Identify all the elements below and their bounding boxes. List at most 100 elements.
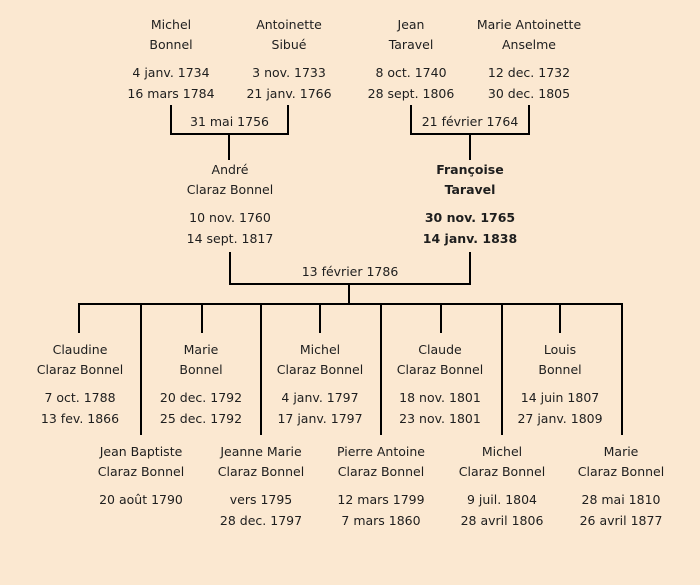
- person-surname: Claraz Bonnel: [217, 464, 305, 479]
- marriage-date: 21 février 1764: [421, 114, 519, 129]
- death-date: 28 dec. 1797: [219, 513, 303, 528]
- connector-line: [78, 305, 80, 333]
- person-michel-bonnel: Michel Bonnel 4 janv. 1734 16 mars 1784: [101, 15, 241, 104]
- person-name: Jean Baptiste: [99, 444, 183, 459]
- person-name: Françoise: [436, 162, 504, 177]
- birth-date: 4 janv. 1734: [132, 65, 210, 80]
- person-jean-taravel: Jean Taravel 8 oct. 1740 28 sept. 1806: [341, 15, 481, 104]
- death-date: 28 avril 1806: [460, 513, 544, 528]
- connector-line: [348, 285, 350, 305]
- connector-line: [287, 105, 289, 135]
- person-jeanne-marie-claraz-bonnel: Jeanne Marie Claraz Bonnel vers 1795 28 …: [196, 442, 326, 531]
- person-name: Antoinette: [256, 17, 322, 32]
- person-name: Louis: [543, 342, 577, 357]
- person-name: Jeanne Marie: [220, 444, 302, 459]
- death-date: 14 sept. 1817: [186, 231, 274, 246]
- person-michel-claraz-bonnel-2: Michel Claraz Bonnel 9 juil. 1804 28 avr…: [437, 442, 567, 531]
- person-surname: Claraz Bonnel: [186, 182, 274, 197]
- connector-line: [410, 105, 412, 135]
- birth-date: 4 janv. 1797: [281, 390, 359, 405]
- person-surname: Claraz Bonnel: [276, 362, 364, 377]
- person-jean-baptiste-claraz-bonnel: Jean Baptiste Claraz Bonnel 20 août 1790: [76, 442, 206, 510]
- person-marie-claraz-bonnel: Marie Claraz Bonnel 28 mai 1810 26 avril…: [556, 442, 686, 531]
- person-antoinette-sibue: Antoinette Sibué 3 nov. 1733 21 janv. 17…: [219, 15, 359, 104]
- person-surname: Taravel: [444, 182, 496, 197]
- person-marie-bonnel: Marie Bonnel 20 dec. 1792 25 dec. 1792: [141, 340, 261, 429]
- death-date: 16 mars 1784: [127, 86, 215, 101]
- person-name: Marie Antoinette: [476, 17, 582, 32]
- connector-line: [410, 133, 530, 135]
- connector-line: [501, 305, 503, 435]
- person-surname: Claraz Bonnel: [396, 362, 484, 377]
- death-date: 30 dec. 1805: [487, 86, 571, 101]
- person-name: Marie: [183, 342, 219, 357]
- person-claude-claraz-bonnel: Claude Claraz Bonnel 18 nov. 1801 23 nov…: [380, 340, 500, 429]
- person-name: Jean: [397, 17, 425, 32]
- marriage-date: 13 février 1786: [301, 264, 399, 279]
- person-surname: Claraz Bonnel: [337, 464, 425, 479]
- death-date: 27 janv. 1809: [517, 411, 603, 426]
- person-surname: Claraz Bonnel: [458, 464, 546, 479]
- death-date: 21 janv. 1766: [246, 86, 332, 101]
- birth-date: 28 mai 1810: [581, 492, 661, 507]
- connector-line: [528, 105, 530, 135]
- person-surname: Claraz Bonnel: [577, 464, 665, 479]
- person-surname: Sibué: [271, 37, 307, 52]
- person-surname: Bonnel: [179, 362, 223, 377]
- person-surname: Taravel: [388, 37, 434, 52]
- person-name: Pierre Antoine: [337, 444, 425, 459]
- person-surname: Anselme: [501, 37, 557, 52]
- person-andre-claraz-bonnel: André Claraz Bonnel 10 nov. 1760 14 sept…: [150, 160, 310, 249]
- person-surname: Bonnel: [149, 37, 193, 52]
- connector-line: [319, 305, 321, 333]
- marriage-date: 31 mai 1756: [190, 114, 269, 129]
- person-name: Marie: [603, 444, 639, 459]
- person-louis-bonnel: Louis Bonnel 14 juin 1807 27 janv. 1809: [500, 340, 620, 429]
- connector-line: [469, 252, 471, 285]
- birth-date: vers 1795: [229, 492, 293, 507]
- death-date: 7 mars 1860: [341, 513, 421, 528]
- birth-date: 14 juin 1807: [520, 390, 600, 405]
- connector-line: [260, 305, 262, 435]
- person-name: Michel: [481, 444, 523, 459]
- connector-line: [621, 305, 623, 435]
- death-date: 23 nov. 1801: [399, 411, 481, 426]
- connector-line: [229, 252, 231, 285]
- connector-line: [170, 133, 289, 135]
- birth-date: 10 nov. 1760: [189, 210, 271, 225]
- connector-line: [469, 135, 471, 160]
- birth-date: 9 juil. 1804: [466, 492, 538, 507]
- person-name: Michel: [150, 17, 192, 32]
- person-michel-claraz-bonnel: Michel Claraz Bonnel 4 janv. 1797 17 jan…: [260, 340, 380, 429]
- person-claudine-claraz-bonnel: Claudine Claraz Bonnel 7 oct. 1788 13 fe…: [20, 340, 140, 429]
- birth-date: 12 mars 1799: [337, 492, 425, 507]
- connector-line: [380, 305, 382, 435]
- death-date: 28 sept. 1806: [367, 86, 455, 101]
- death-date: 17 janv. 1797: [277, 411, 363, 426]
- person-francoise-taravel: Françoise Taravel 30 nov. 1765 14 janv. …: [390, 160, 550, 249]
- connector-line: [229, 283, 471, 285]
- person-name: Claude: [418, 342, 462, 357]
- connector-line: [78, 303, 623, 305]
- connector-line: [170, 105, 172, 135]
- connector-line: [559, 305, 561, 333]
- death-date: 13 fev. 1866: [40, 411, 120, 426]
- birth-date: 20 août 1790: [99, 492, 183, 507]
- death-date: 26 avril 1877: [579, 513, 663, 528]
- birth-date: 18 nov. 1801: [399, 390, 481, 405]
- person-surname: Bonnel: [538, 362, 582, 377]
- birth-date: 8 oct. 1740: [375, 65, 447, 80]
- person-marie-antoinette-anselme: Marie Antoinette Anselme 12 dec. 1732 30…: [459, 15, 599, 104]
- connector-line: [228, 135, 230, 160]
- birth-date: 30 nov. 1765: [424, 210, 516, 225]
- person-surname: Claraz Bonnel: [36, 362, 124, 377]
- birth-date: 7 oct. 1788: [44, 390, 116, 405]
- connector-line: [201, 305, 203, 333]
- birth-date: 3 nov. 1733: [252, 65, 326, 80]
- person-name: André: [211, 162, 249, 177]
- person-name: Michel: [299, 342, 341, 357]
- person-pierre-antoine-claraz-bonnel: Pierre Antoine Claraz Bonnel 12 mars 179…: [316, 442, 446, 531]
- connector-line: [140, 305, 142, 435]
- birth-date: 20 dec. 1792: [159, 390, 243, 405]
